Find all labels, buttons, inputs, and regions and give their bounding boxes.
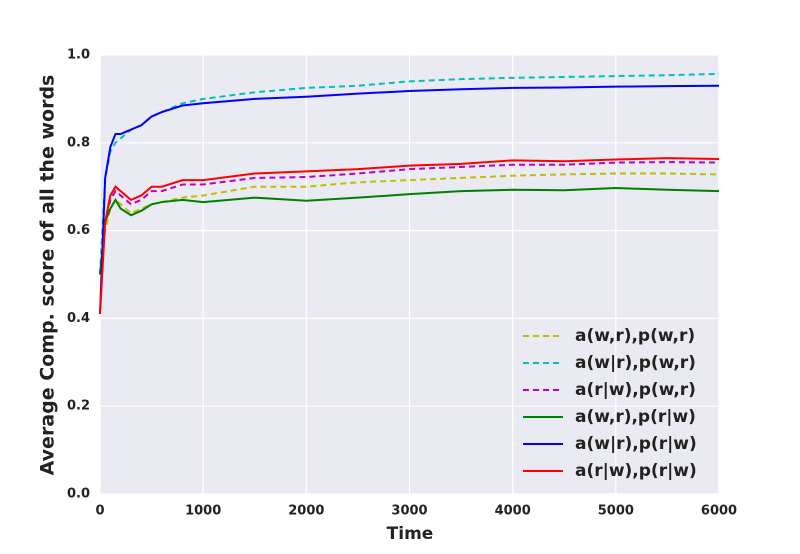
legend-label: a(w,r),p(w,r)	[575, 326, 695, 346]
x-tick-label: 6000	[701, 504, 737, 519]
y-tick-label: 0.0	[67, 487, 90, 502]
x-tick-label: 2000	[288, 504, 324, 519]
y-tick-label: 0.6	[67, 223, 90, 238]
x-tick-label: 0	[95, 504, 104, 519]
legend-label: a(r|w),p(w,r)	[575, 380, 696, 400]
legend-label: a(r|w),p(r|w)	[575, 461, 697, 481]
data-line	[99, 161, 720, 275]
data-line	[99, 157, 720, 315]
y-tick-label: 1.0	[67, 48, 90, 63]
data-line	[99, 72, 720, 275]
legend-label: a(w,r),p(r|w)	[575, 407, 696, 427]
y-tick-label: 0.8	[67, 135, 90, 150]
x-tick-label: 4000	[495, 504, 531, 519]
data-line	[99, 84, 720, 315]
legend-label: a(w|r),p(r|w)	[575, 434, 697, 454]
y-tick-label: 0.4	[67, 311, 90, 326]
y-axis-label: Average Comp. score of all the words	[37, 75, 59, 476]
legend-label: a(w|r),p(w,r)	[575, 353, 696, 373]
x-tick-label: 1000	[185, 504, 221, 519]
x-tick-label: 5000	[598, 504, 634, 519]
data-line	[99, 172, 720, 275]
x-tick-label: 3000	[391, 504, 427, 519]
x-axis-label: Time	[387, 524, 434, 544]
data-line	[99, 187, 720, 275]
y-tick-label: 0.2	[67, 399, 90, 414]
